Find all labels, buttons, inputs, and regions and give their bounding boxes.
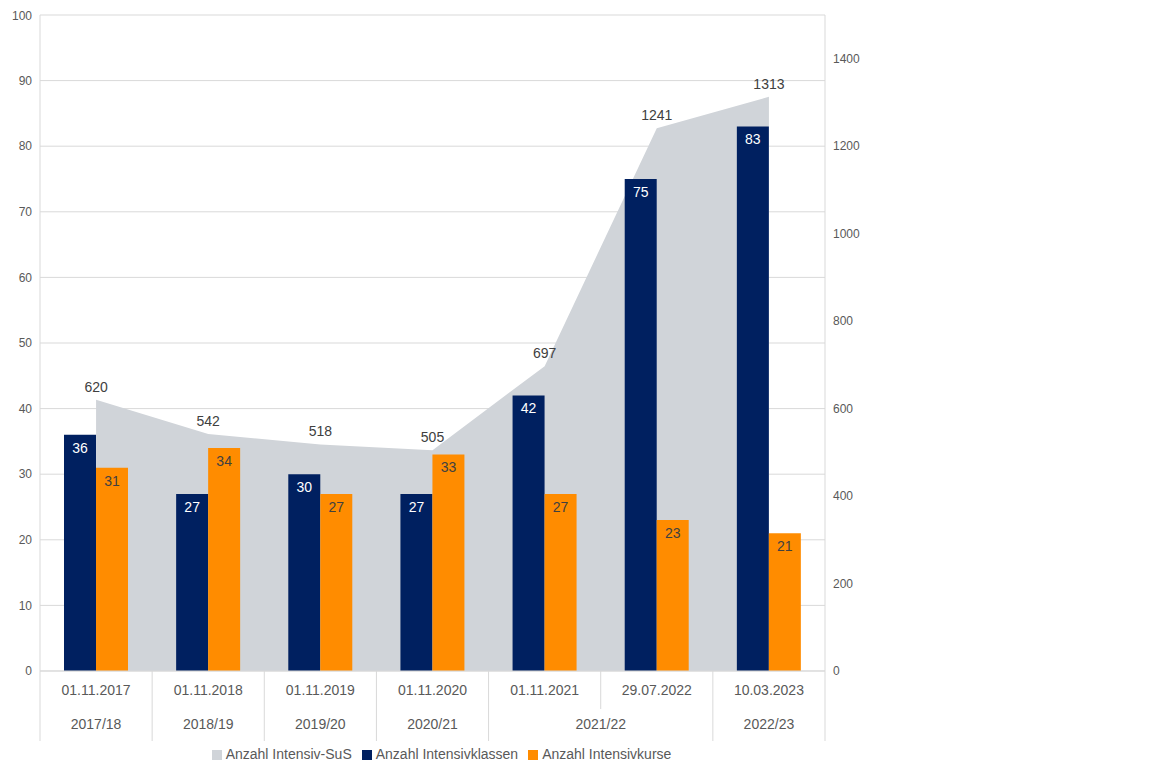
svg-text:36: 36 (72, 440, 88, 456)
svg-text:27: 27 (184, 499, 200, 515)
svg-text:2021/22: 2021/22 (575, 716, 626, 732)
svg-text:01.11.2017: 01.11.2017 (62, 682, 131, 698)
svg-text:1200: 1200 (833, 139, 860, 153)
svg-text:27: 27 (409, 499, 425, 515)
svg-text:27: 27 (328, 499, 344, 515)
svg-text:1241: 1241 (641, 107, 672, 123)
svg-text:2020/21: 2020/21 (407, 716, 458, 732)
html-text:Anzahl Intensivklassen: Anzahl Intensivklassen (375, 746, 519, 762)
svg-text:01.11.2019: 01.11.2019 (286, 682, 355, 698)
svg-text:1400: 1400 (833, 52, 860, 66)
svg-text:30: 30 (19, 467, 33, 481)
svg-text:2018/19: 2018/19 (183, 716, 234, 732)
svg-text:800: 800 (833, 314, 853, 328)
svg-text:80: 80 (19, 139, 33, 153)
svg-text:34: 34 (216, 453, 232, 469)
html-text:Anzahl Intensiv-SuS: Anzahl Intensiv-SuS (225, 746, 352, 762)
svg-text:600: 600 (833, 402, 853, 416)
svg-text:10.03.2023: 10.03.2023 (734, 682, 804, 698)
svg-text:20: 20 (19, 533, 33, 547)
svg-text:33: 33 (441, 459, 457, 475)
svg-text:21: 21 (777, 538, 793, 554)
svg-text:90: 90 (19, 74, 33, 88)
svg-text:2019/20: 2019/20 (295, 716, 346, 732)
html-text:Anzahl Intensivkurse: Anzahl Intensivkurse (542, 746, 672, 762)
svg-text:1000: 1000 (833, 227, 860, 241)
svg-text:10: 10 (19, 599, 33, 613)
svg-text:40: 40 (19, 402, 33, 416)
svg-text:83: 83 (745, 131, 761, 147)
svg-text:30: 30 (296, 479, 312, 495)
svg-text:27: 27 (553, 499, 569, 515)
svg-text:75: 75 (633, 184, 649, 200)
svg-text:70: 70 (19, 205, 33, 219)
svg-text:542: 542 (197, 413, 221, 429)
svg-text:60: 60 (19, 271, 33, 285)
svg-text:100: 100 (12, 9, 32, 23)
svg-text:2022/23: 2022/23 (744, 716, 795, 732)
svg-text:01.11.2020: 01.11.2020 (398, 682, 467, 698)
svg-text:400: 400 (833, 489, 853, 503)
svg-text:2017/18: 2017/18 (71, 716, 122, 732)
svg-text:29.07.2022: 29.07.2022 (622, 682, 692, 698)
svg-text:518: 518 (309, 423, 333, 439)
svg-text:50: 50 (19, 336, 33, 350)
svg-text:1313: 1313 (753, 76, 784, 92)
svg-text:697: 697 (533, 345, 557, 361)
svg-text:620: 620 (84, 379, 108, 395)
svg-text:0: 0 (833, 664, 840, 678)
svg-text:200: 200 (833, 577, 853, 591)
svg-text:42: 42 (521, 400, 537, 416)
svg-text:01.11.2018: 01.11.2018 (174, 682, 243, 698)
svg-text:0: 0 (25, 664, 32, 678)
svg-text:505: 505 (421, 429, 445, 445)
svg-text:31: 31 (104, 473, 120, 489)
svg-text:23: 23 (665, 525, 681, 541)
svg-text:01.11.2021: 01.11.2021 (510, 682, 579, 698)
